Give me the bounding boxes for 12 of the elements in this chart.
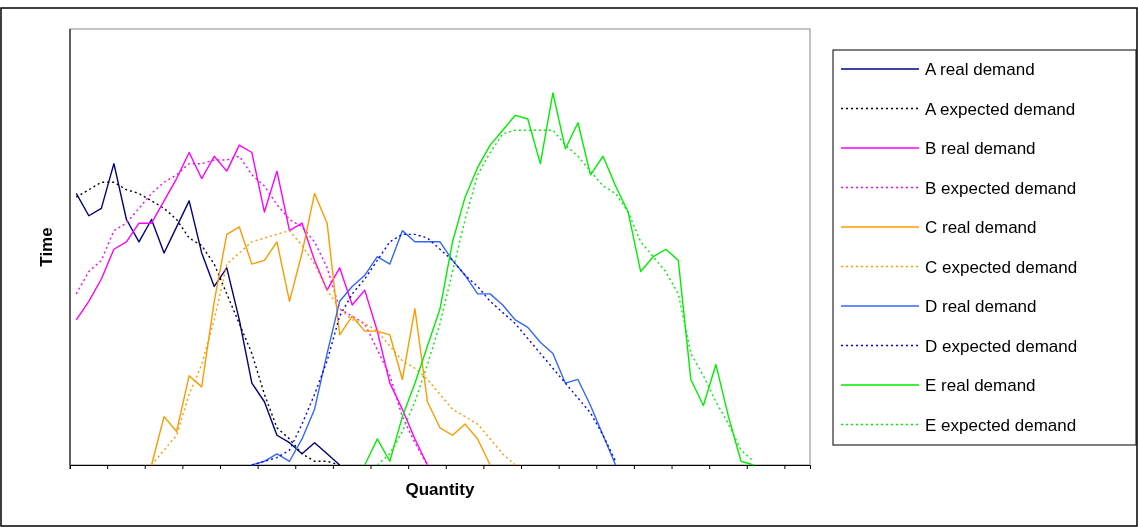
legend-label: A real demand: [925, 60, 1035, 79]
x-axis-title: Quantity: [405, 480, 476, 499]
legend-label: B expected demand: [925, 178, 1077, 198]
legend-label: D real demand: [925, 297, 1037, 316]
legend-label: C real demand: [925, 218, 1037, 237]
legend-label: C expected demand: [925, 257, 1078, 277]
legend-label: E expected demand: [925, 415, 1077, 435]
legend-label: A expected demand: [925, 99, 1076, 119]
legend-label: D expected demand: [925, 336, 1078, 356]
y-axis-title: Time: [37, 227, 56, 267]
legend-label: E real demand: [925, 376, 1036, 395]
legend-label: B real demand: [925, 139, 1036, 158]
